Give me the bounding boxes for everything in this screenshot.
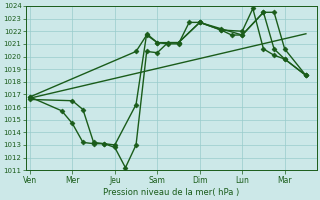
X-axis label: Pression niveau de la mer( hPa ): Pression niveau de la mer( hPa ) [103, 188, 239, 197]
